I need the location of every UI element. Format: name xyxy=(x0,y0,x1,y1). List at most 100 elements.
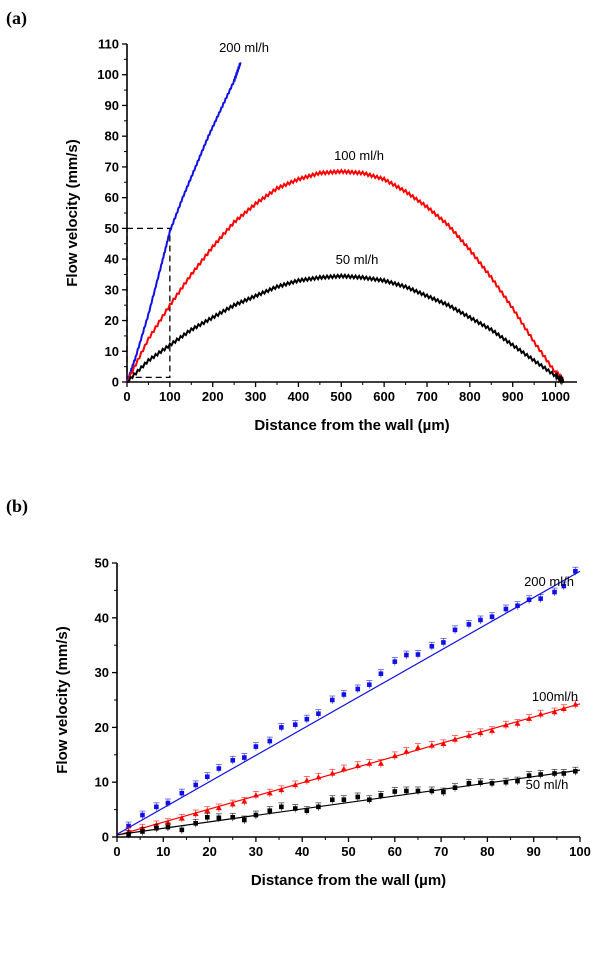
data-point-200-ml-h xyxy=(538,596,543,601)
x-tick-label: 900 xyxy=(502,389,524,404)
y-axis-title: Flow velocity (mm/s) xyxy=(64,139,81,287)
series-label-50-ml-h: 50 ml/h xyxy=(526,777,569,792)
data-point-50-ml-h xyxy=(526,773,532,778)
data-point-200-ml-h xyxy=(441,640,446,645)
data-point-200-ml-h xyxy=(478,617,483,623)
data-point-200-ml-h xyxy=(179,790,185,796)
data-point-50-ml-h xyxy=(378,793,384,798)
data-point-200-ml-h xyxy=(429,643,435,649)
series-label-100-ml-h: 100 ml/h xyxy=(334,148,384,163)
data-point-100ml-h xyxy=(229,801,236,807)
data-point-50-ml-h xyxy=(126,831,131,837)
data-point-100ml-h xyxy=(514,720,521,726)
data-point-50-ml-h xyxy=(415,788,421,794)
data-point-100ml-h xyxy=(477,729,484,736)
data-point-200-ml-h xyxy=(154,804,159,810)
y-tick-label: 0 xyxy=(112,375,119,390)
data-point-200-ml-h xyxy=(230,757,236,763)
data-point-100ml-h xyxy=(278,786,285,793)
x-tick-label: 80 xyxy=(480,844,494,859)
data-point-50-ml-h xyxy=(561,771,567,776)
data-point-100ml-h xyxy=(377,760,384,766)
data-point-200-ml-h xyxy=(378,671,384,676)
chart-b: 0 10 20 30 40 50 60 70 80 90 100 0 10 20 30 40 50 Distanc… xyxy=(54,556,591,890)
data-point-200-ml-h xyxy=(503,606,509,612)
y-tick-label: 40 xyxy=(95,610,109,625)
x-tick-label: 40 xyxy=(295,844,309,859)
data-point-200-ml-h xyxy=(316,711,321,716)
data-point-200-ml-h xyxy=(489,614,495,620)
data-point-50-ml-h xyxy=(538,772,543,777)
panel-a: (a) 0 100 200 300 400 500 600 700 800 900 1000 0 10 2… xyxy=(6,8,577,434)
y-tick-label: 30 xyxy=(95,665,109,680)
data-point-200-ml-h xyxy=(140,812,145,818)
data-point-50-ml-h xyxy=(267,808,273,813)
data-point-200-ml-h xyxy=(367,682,372,687)
x-tick-label: 100 xyxy=(569,844,591,859)
y-tick-label: 110 xyxy=(98,37,119,52)
y-tick-label: 20 xyxy=(95,720,109,735)
data-point-200-ml-h xyxy=(267,738,273,744)
fit-line-100ml-h xyxy=(116,703,581,836)
x-tick-label: 50 xyxy=(341,844,355,859)
data-point-50-ml-h xyxy=(466,780,472,786)
y-tick-label: 60 xyxy=(105,190,119,205)
x-tick-label: 30 xyxy=(249,844,263,859)
x-tick-label: 0 xyxy=(113,844,120,859)
data-point-200-ml-h xyxy=(526,597,532,603)
data-point-50-ml-h xyxy=(367,797,372,803)
data-point-100ml-h xyxy=(537,711,544,717)
data-point-50-ml-h xyxy=(292,806,298,811)
data-point-100ml-h xyxy=(451,736,458,742)
data-point-100ml-h xyxy=(315,774,322,780)
data-point-200-ml-h xyxy=(515,603,520,609)
data-point-50-ml-h xyxy=(304,808,310,813)
data-point-50-ml-h xyxy=(441,789,446,795)
data-point-100ml-h xyxy=(489,727,496,733)
data-point-100ml-h xyxy=(440,740,447,747)
data-point-50-ml-h xyxy=(193,821,199,826)
data-point-200-ml-h xyxy=(304,716,310,722)
data-point-100ml-h xyxy=(178,815,185,821)
chart-a: 0 100 200 300 400 500 600 700 800 900 1000 0 10 20 30 4… xyxy=(64,37,577,434)
y-tick-label: 70 xyxy=(105,159,119,174)
fit-line-200-ml-h xyxy=(116,570,581,835)
data-point-200-ml-h xyxy=(165,800,171,806)
data-point-100ml-h xyxy=(192,810,199,817)
data-point-50-ml-h xyxy=(515,778,520,784)
y-tick-label: 50 xyxy=(105,221,119,236)
data-point-50-ml-h xyxy=(204,814,210,820)
data-point-50-ml-h xyxy=(552,771,557,776)
x-tick-label: 0 xyxy=(123,389,130,404)
data-point-100ml-h xyxy=(241,798,248,804)
data-point-50-ml-h xyxy=(216,815,222,821)
data-point-100ml-h xyxy=(303,777,310,783)
data-point-100ml-h xyxy=(215,804,222,811)
x-tick-label: 700 xyxy=(416,389,438,404)
dashed-zoom-box xyxy=(126,227,171,379)
data-point-200-ml-h xyxy=(561,583,567,589)
data-point-100ml-h xyxy=(391,752,398,759)
data-point-50-ml-h xyxy=(329,797,335,803)
data-point-50-ml-h xyxy=(452,785,458,790)
y-tick-label: 50 xyxy=(95,556,109,571)
panel-b: (b) 0 10 20 30 40 50 60 70 80 90 100 0 10 20 30 40 50 Dis… xyxy=(0,480,600,958)
data-point-200-ml-h xyxy=(452,627,458,633)
data-point-200-ml-h xyxy=(355,686,361,692)
data-point-100ml-h xyxy=(252,792,259,798)
y-tick-label: 100 xyxy=(97,67,119,82)
x-tick-label: 60 xyxy=(388,844,402,859)
data-point-50-ml-h xyxy=(279,804,284,810)
data-point-200-ml-h xyxy=(552,589,557,595)
data-point-100ml-h xyxy=(502,722,509,728)
data-point-200-ml-h xyxy=(193,782,199,788)
data-point-200-ml-h xyxy=(292,722,298,727)
data-point-100ml-h xyxy=(340,766,347,772)
data-point-200-ml-h xyxy=(404,652,409,658)
data-point-50-ml-h xyxy=(429,788,435,794)
data-point-50-ml-h xyxy=(242,817,247,823)
data-point-100ml-h xyxy=(366,760,373,766)
series-label-50-ml-h: 50 ml/h xyxy=(336,252,379,267)
data-point-100ml-h xyxy=(354,762,361,768)
y-axis-title: Flow velocity (mm/s) xyxy=(54,626,71,774)
